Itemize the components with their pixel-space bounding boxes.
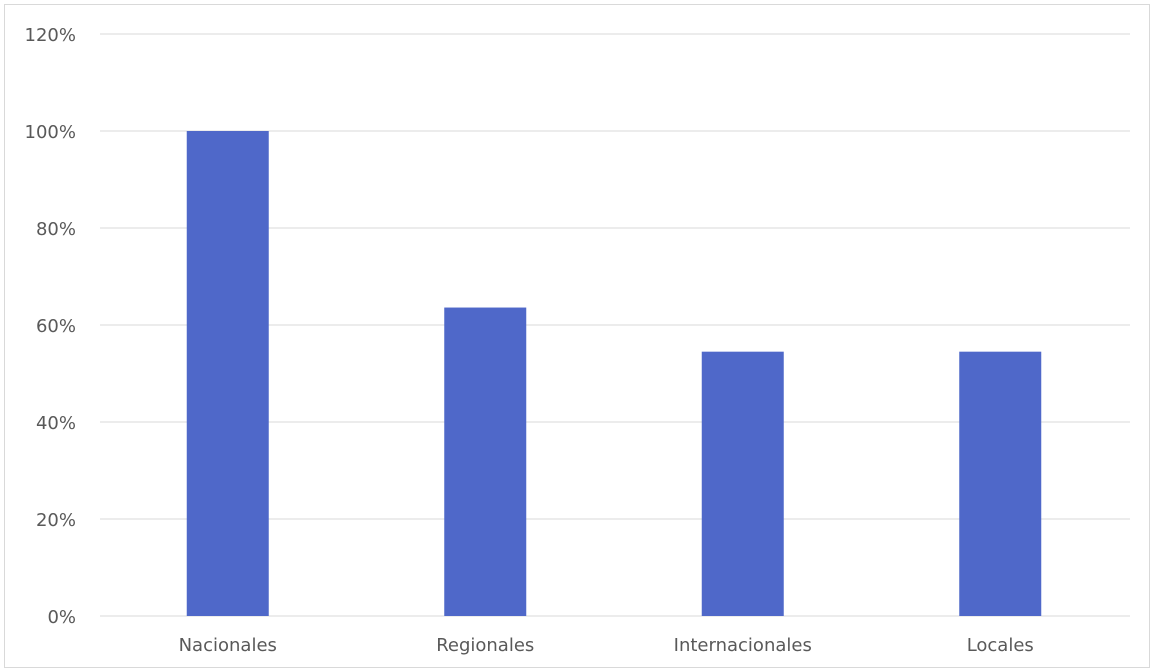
y-tick-label: 60% <box>36 316 76 337</box>
y-axis-ticks: 0% 20% 40% 60% 80% 100% 120% <box>25 25 76 628</box>
y-tick-label: 80% <box>36 219 76 240</box>
x-tick-label: Nacionales <box>179 635 277 656</box>
x-tick-label: Locales <box>967 635 1034 656</box>
y-tick-label: 100% <box>25 122 76 143</box>
bar-internacionales <box>701 351 784 616</box>
gridlines <box>100 33 1130 617</box>
y-tick-label: 0% <box>47 607 76 628</box>
bar-locales <box>959 351 1042 616</box>
x-tick-label: Regionales <box>436 635 534 656</box>
x-tick-label: Internacionales <box>674 635 812 656</box>
bars <box>186 131 1042 616</box>
bar-nacionales <box>186 131 269 616</box>
x-axis-ticks: Nacionales Regionales Internacionales Local… <box>179 635 1034 656</box>
bar-regionales <box>444 307 527 616</box>
y-tick-label: 20% <box>36 510 76 531</box>
y-tick-label: 120% <box>25 25 76 46</box>
y-tick-label: 40% <box>36 413 76 434</box>
